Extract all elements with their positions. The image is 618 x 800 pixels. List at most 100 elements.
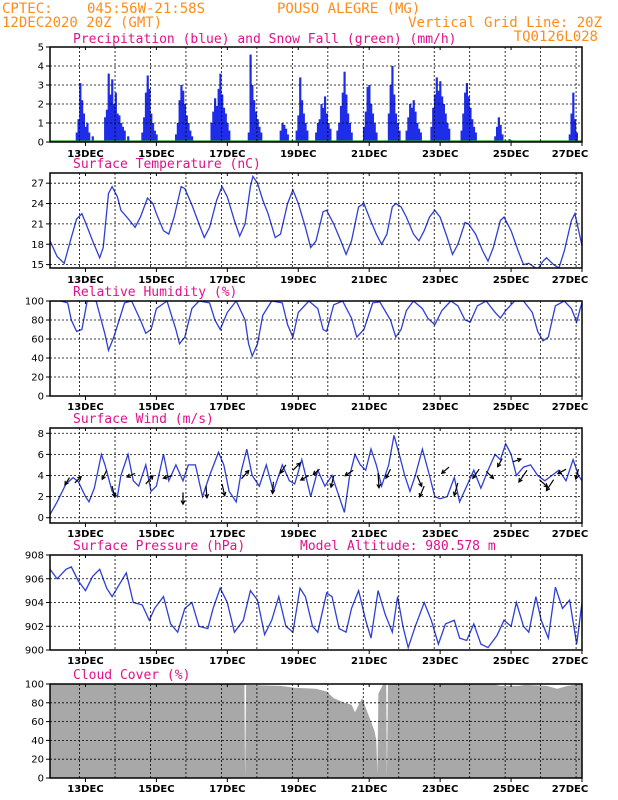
ytick-label: 20 <box>31 755 44 766</box>
header-grid-note: Vertical Grid Line: 20Z <box>408 15 602 31</box>
wind-arrow-head <box>64 480 69 486</box>
header-coords: 045:56W-21:58S <box>87 1 205 17</box>
precip-bar <box>176 123 179 142</box>
precip-bar <box>182 90 185 142</box>
xtick-label: 17DEC <box>209 529 245 540</box>
precip-bar <box>575 132 578 142</box>
precip-bar <box>318 119 321 142</box>
panel-5: Cloud Cover (%) 0 20 40 60 80 100 13DEC 15DEC 17D… <box>25 668 588 795</box>
panel-frame <box>49 300 583 397</box>
panel-data <box>50 174 582 268</box>
xtick-label: 17DEC <box>209 149 245 160</box>
wind-arrow-shaft <box>485 470 494 479</box>
xtick-label: 15DEC <box>138 784 174 795</box>
xtick-label: 21DEC <box>351 656 387 667</box>
precip-bar <box>433 94 437 142</box>
precip-bar <box>253 100 256 142</box>
xtick-label: 27DEC <box>552 402 588 413</box>
precip-bar <box>348 123 351 142</box>
precip-bar <box>127 136 130 142</box>
wind-arrow-shaft <box>497 458 503 468</box>
wind-arrow-head <box>376 483 382 490</box>
ytick-label: 4 <box>38 62 44 73</box>
panel-frame <box>49 554 583 651</box>
precip-bar <box>148 88 151 142</box>
precip-bar <box>501 134 504 142</box>
wind-arrow-head <box>204 493 210 500</box>
panel-4: Surface Pressure (hPa) Model Altitude: 98… <box>25 539 588 667</box>
xtick-label: 25DEC <box>493 275 529 286</box>
precip-bar <box>226 123 229 142</box>
header-source: CPTEC: <box>2 1 53 17</box>
precip-bar <box>572 92 575 142</box>
wind-arrow-head <box>111 492 117 499</box>
ytick-label: 902 <box>25 622 44 633</box>
precip-bar <box>417 128 421 142</box>
xtick-label: 23DEC <box>422 529 458 540</box>
wind-arrow-shaft <box>512 458 522 463</box>
ytick-label: 4 <box>38 471 44 482</box>
precip-bar <box>362 126 366 142</box>
precip-bar <box>107 73 110 142</box>
precip-bar <box>495 126 499 142</box>
wind-arrow-shaft <box>279 464 287 474</box>
precip-bar <box>494 136 497 142</box>
xtick-label: 17DEC <box>209 656 245 667</box>
ytick-label: 900 <box>25 646 44 657</box>
wind-arrow-head <box>77 475 83 481</box>
precip-bar <box>469 107 472 142</box>
wind-arrow-shaft <box>312 468 320 476</box>
wind-arrow-shaft <box>472 468 480 479</box>
precip-bar <box>178 100 181 142</box>
wind-arrow-shaft <box>64 477 71 486</box>
wind-arrow-head <box>296 462 302 468</box>
xtick-label: 21DEC <box>351 784 387 795</box>
precip-bar <box>405 130 408 142</box>
precip-bar <box>105 109 109 142</box>
xtick-label: 27DEC <box>552 529 588 540</box>
wind-arrow-head <box>497 462 502 468</box>
xtick-label: 19DEC <box>280 784 316 795</box>
panel-2: Relative Humidity (%) 0 20 40 60 80 100 13DEC 15… <box>25 285 588 413</box>
wind-arrow-shaft <box>145 475 154 485</box>
wind-arrow-head <box>543 482 549 488</box>
wind-arrow-head <box>344 471 350 477</box>
precip-bar <box>364 111 367 142</box>
precip-bar <box>118 115 121 142</box>
ytick-label: 908 <box>25 551 44 562</box>
xtick-label: 27DEC <box>552 275 588 286</box>
precip-bar <box>212 111 215 142</box>
precip-bar <box>368 85 371 142</box>
precip-bar <box>407 117 410 142</box>
precip-bar <box>441 96 444 142</box>
wind-arrow-shaft <box>221 483 226 496</box>
precip-bar <box>464 92 467 142</box>
precip-bar <box>306 130 309 142</box>
precip-bar <box>222 107 226 142</box>
xtick-label: 27DEC <box>552 149 588 160</box>
precip-bar <box>570 113 573 142</box>
precip-bar <box>143 117 146 142</box>
ytick-label: 5 <box>38 43 44 54</box>
precip-bar <box>84 126 87 142</box>
wind-arrow-head <box>418 492 424 499</box>
wind-arrow-head <box>440 469 446 475</box>
wind-arrow-head <box>101 475 106 481</box>
panel-3: Surface Wind (m/s) 0 2 4 6 8 13DEC 15DEC 17DEC 19… <box>38 412 589 540</box>
precip-bar <box>315 132 318 142</box>
precip-bar <box>350 132 353 142</box>
ytick-label: 1 <box>38 119 44 130</box>
panel-data <box>50 435 582 515</box>
xtick-label: 13DEC <box>67 529 103 540</box>
precip-bar <box>460 130 463 142</box>
series-line <box>50 301 582 359</box>
precip-bar <box>221 94 224 142</box>
xtick-label: 13DEC <box>67 784 103 795</box>
wind-arrow-head <box>125 473 132 478</box>
ytick-label: 80 <box>31 698 44 709</box>
wind-arrow-head <box>180 500 186 506</box>
precip-bar <box>82 113 85 142</box>
precip-bar <box>151 123 155 142</box>
xtick-label: 19DEC <box>280 656 316 667</box>
